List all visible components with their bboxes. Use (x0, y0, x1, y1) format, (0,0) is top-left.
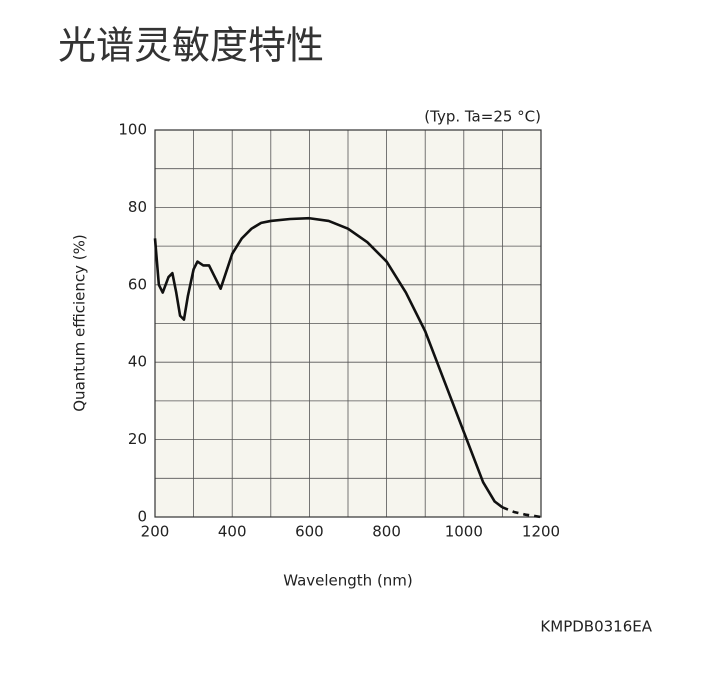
y-tick-label: 20 (128, 430, 147, 448)
annotation: (Typ. Ta=25 °C) (424, 108, 541, 126)
x-tick-label: 1000 (445, 523, 483, 541)
y-axis-label: Quantum efficiency (%) (71, 234, 89, 412)
y-tick-label: 0 (137, 508, 147, 526)
y-tick-label: 100 (118, 121, 147, 139)
y-tick-label: 60 (128, 275, 147, 293)
x-axis-label: Wavelength (nm) (283, 572, 413, 590)
plot-frame (154, 129, 542, 518)
y-tick-label: 80 (128, 198, 147, 216)
chart-title: 光谱灵敏度特性 (58, 24, 324, 68)
x-tick-label: 200 (141, 523, 170, 541)
x-tick-label: 600 (295, 523, 324, 541)
footer: KMPDB0316EA (540, 618, 652, 636)
x-tick-label: 400 (218, 523, 247, 541)
y-tick-label: 40 (128, 353, 147, 371)
x-tick-label: 800 (372, 523, 401, 541)
x-tick-label: 1200 (522, 523, 560, 541)
data-line (153, 216, 504, 509)
